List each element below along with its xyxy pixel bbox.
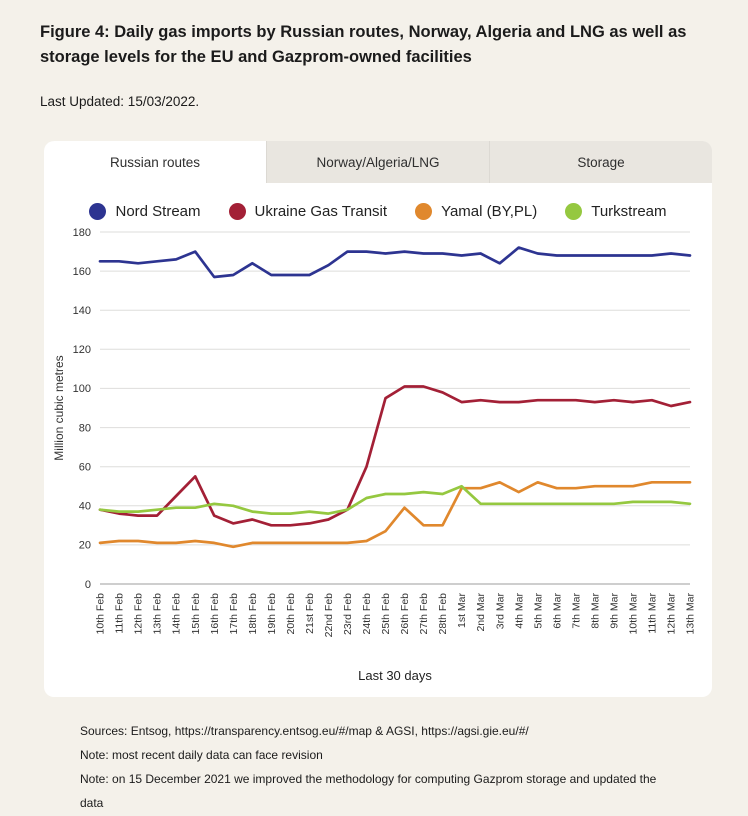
svg-text:60: 60 xyxy=(79,461,91,473)
legend-label: Yamal (BY,PL) xyxy=(441,202,538,220)
legend-dot-icon xyxy=(228,202,246,220)
svg-text:4th Mar: 4th Mar xyxy=(513,592,525,628)
svg-text:100: 100 xyxy=(73,383,91,395)
last-updated: Last Updated: 15/03/2022. xyxy=(40,93,200,109)
svg-text:14th Feb: 14th Feb xyxy=(171,592,183,634)
svg-text:25th Feb: 25th Feb xyxy=(380,592,392,634)
svg-text:13th Mar: 13th Mar xyxy=(685,592,697,634)
chart-area: 0 20 40 60 80 100 120 140 160 180 10th Feb 11th Feb… xyxy=(44,222,712,697)
svg-text:Last 30 days: Last 30 days xyxy=(358,668,432,683)
legend-item-nord-stream[interactable]: Nord Stream xyxy=(89,202,201,220)
chart-card: Russian routes Norway/Algeria/LNG Storag… xyxy=(44,140,712,697)
footer-notes: Sources: Entsog, https://transparency.en… xyxy=(40,697,708,815)
svg-text:8th Mar: 8th Mar xyxy=(589,592,601,628)
svg-text:2nd Mar: 2nd Mar xyxy=(475,592,487,631)
svg-text:5th Mar: 5th Mar xyxy=(532,592,544,628)
svg-text:12th Mar: 12th Mar xyxy=(666,592,678,634)
svg-text:22nd Feb: 22nd Feb xyxy=(323,592,335,637)
svg-text:16th Feb: 16th Feb xyxy=(209,592,221,634)
svg-text:19th Feb: 19th Feb xyxy=(266,592,278,634)
svg-text:20: 20 xyxy=(79,539,91,551)
svg-text:40: 40 xyxy=(79,500,91,512)
svg-text:160: 160 xyxy=(73,265,91,277)
svg-text:9th Mar: 9th Mar xyxy=(609,592,621,628)
chart-legend: Nord Stream Ukraine Gas Transit Yamal (B… xyxy=(44,183,712,222)
svg-text:10th Feb: 10th Feb xyxy=(95,592,107,634)
chart-svg: 0 20 40 60 80 100 120 140 160 180 10th Feb 11th Feb… xyxy=(52,226,697,683)
svg-text:Million cubic metres: Million cubic metres xyxy=(52,355,66,460)
svg-text:11th Mar: 11th Mar xyxy=(647,592,659,633)
revision-note: Note: most recent daily data can face re… xyxy=(80,747,323,762)
svg-text:120: 120 xyxy=(73,344,91,356)
svg-text:10th Mar: 10th Mar xyxy=(628,592,640,634)
svg-text:15th Feb: 15th Feb xyxy=(190,592,202,634)
svg-text:21st Feb: 21st Feb xyxy=(304,592,316,633)
svg-text:23rd Feb: 23rd Feb xyxy=(342,592,354,634)
svg-text:20th Feb: 20th Feb xyxy=(285,592,297,634)
page-title: Figure 4: Daily gas imports by Russian r… xyxy=(40,23,687,66)
legend-dot-icon xyxy=(565,202,583,220)
legend-item-yamal[interactable]: Yamal (BY,PL) xyxy=(415,202,538,220)
sources-note: Sources: Entsog, https://transparency.en… xyxy=(80,723,529,738)
svg-text:12th Feb: 12th Feb xyxy=(133,592,145,634)
svg-text:27th Feb: 27th Feb xyxy=(418,592,430,634)
svg-text:180: 180 xyxy=(73,226,91,238)
svg-text:24th Feb: 24th Feb xyxy=(361,592,373,634)
svg-text:28th Feb: 28th Feb xyxy=(437,592,449,634)
methodology-note: Note: on 15 December 2021 we improved th… xyxy=(80,771,657,810)
svg-text:18th Feb: 18th Feb xyxy=(247,592,259,634)
svg-text:80: 80 xyxy=(79,422,91,434)
legend-label: Ukraine Gas Transit xyxy=(254,202,388,220)
legend-label: Turkstream xyxy=(591,202,667,220)
legend-item-ukraine-gas-transit[interactable]: Ukraine Gas Transit xyxy=(228,202,388,220)
svg-text:1st Mar: 1st Mar xyxy=(456,592,468,628)
svg-text:7th Mar: 7th Mar xyxy=(570,592,582,628)
svg-text:11th Feb: 11th Feb xyxy=(114,592,126,633)
svg-text:3rd Mar: 3rd Mar xyxy=(494,592,506,629)
tab-russian-routes[interactable]: Russian routes xyxy=(44,140,266,183)
svg-text:140: 140 xyxy=(73,305,91,317)
svg-text:0: 0 xyxy=(85,578,91,590)
legend-label: Nord Stream xyxy=(115,202,201,220)
svg-text:6th Mar: 6th Mar xyxy=(551,592,563,628)
tab-norway-algeria-lng[interactable]: Norway/Algeria/LNG xyxy=(266,140,489,183)
legend-item-turkstream[interactable]: Turkstream xyxy=(565,202,667,220)
legend-dot-icon xyxy=(415,202,433,220)
tabs: Russian routes Norway/Algeria/LNG Storag… xyxy=(44,140,712,183)
svg-text:17th Feb: 17th Feb xyxy=(228,592,240,634)
svg-text:13th Feb: 13th Feb xyxy=(152,592,164,634)
legend-dot-icon xyxy=(89,202,107,220)
svg-text:26th Feb: 26th Feb xyxy=(399,592,411,634)
tab-storage[interactable]: Storage xyxy=(489,140,712,183)
